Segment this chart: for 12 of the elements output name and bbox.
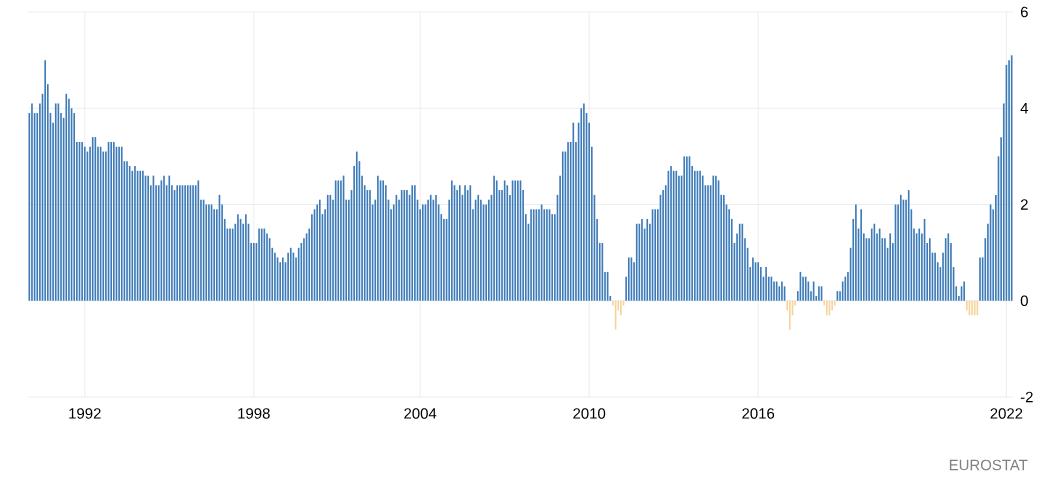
x-tick-label: 1992 [69,408,101,419]
y-tick-label: -2 [1020,391,1033,403]
text: EUROSTAT [949,459,1028,471]
x-tick-label: 2016 [742,408,775,419]
x-tick-label: 2022 [990,408,1023,419]
y-tick-label: 0 [1020,295,1028,307]
x-tick-label: 2010 [573,408,606,419]
y-tick-label: 2 [1020,199,1028,210]
y-tick-label: 6 [1020,6,1028,18]
y-tick-label: 4 [1020,103,1029,114]
x-tick-label: 1998 [238,408,270,419]
x-tick-label: 2004 [404,408,437,419]
